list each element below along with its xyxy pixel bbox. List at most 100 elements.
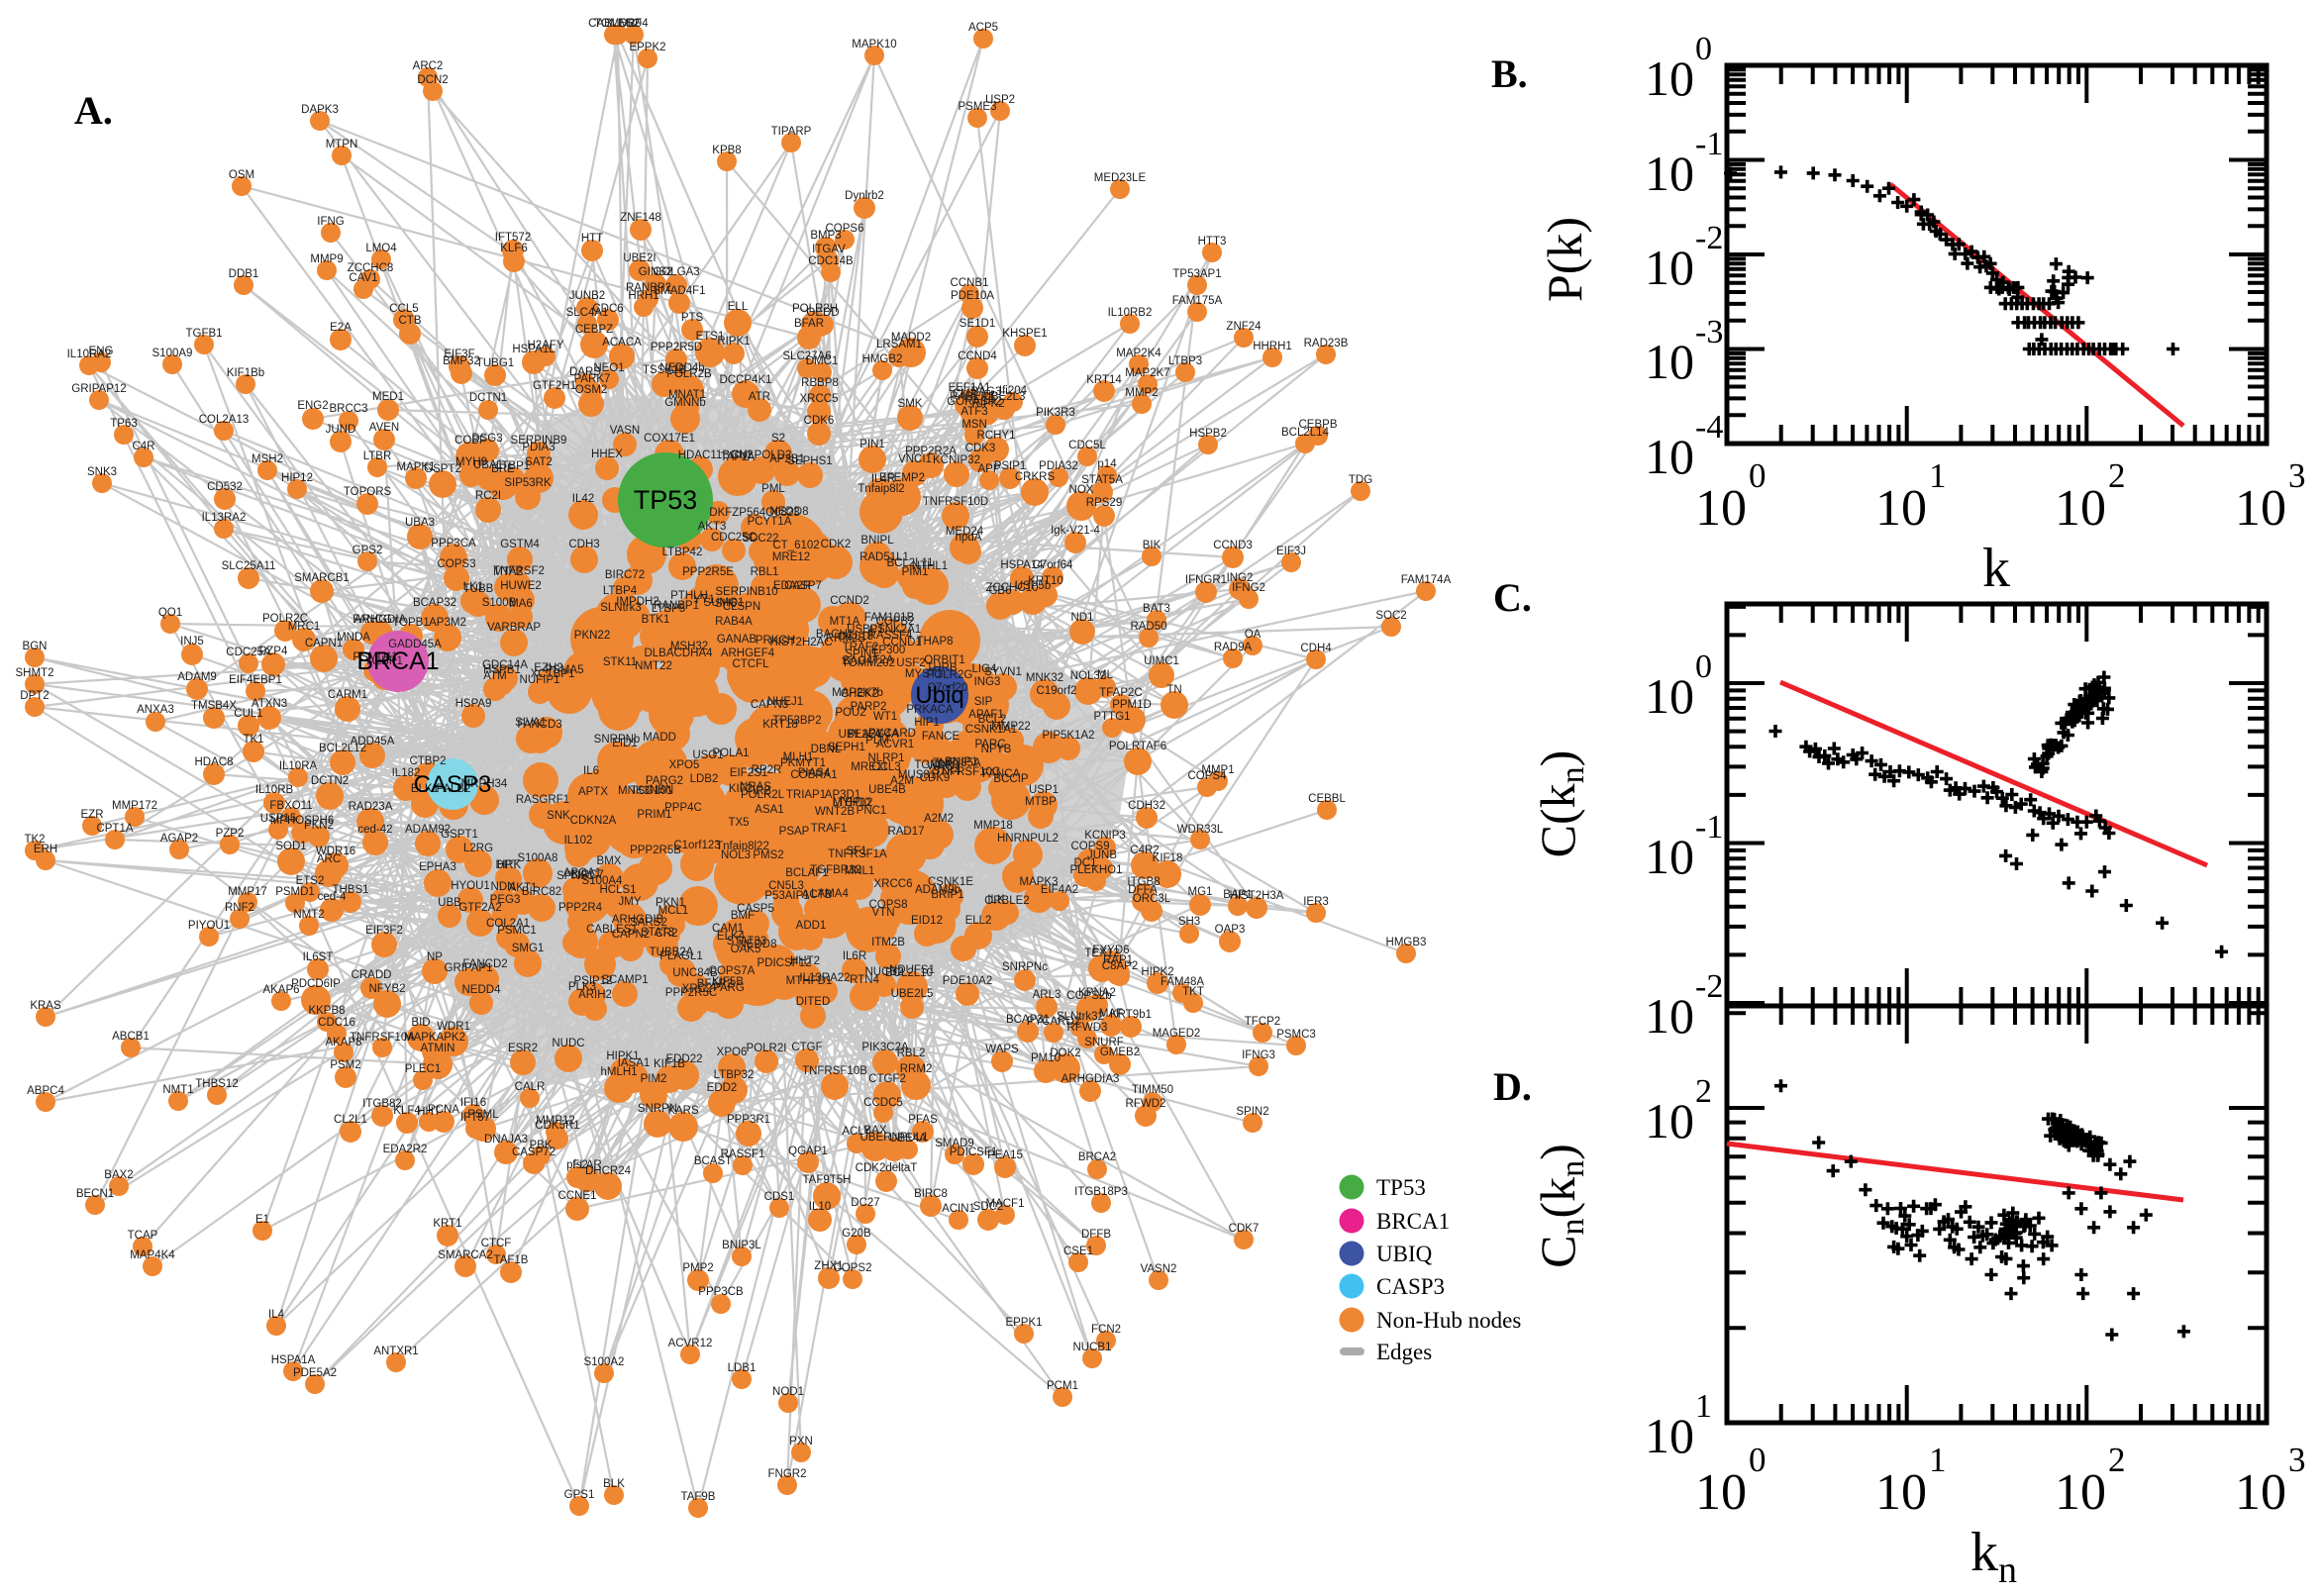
svg-text:BCAST: BCAST bbox=[694, 1155, 732, 1167]
svg-text:XRCC6: XRCC6 bbox=[874, 878, 913, 890]
svg-text:DCN2: DCN2 bbox=[417, 74, 448, 86]
svg-text:LIG4: LIG4 bbox=[972, 663, 998, 675]
svg-text:KRT10: KRT10 bbox=[1028, 575, 1063, 587]
svg-text:E2A: E2A bbox=[330, 322, 352, 334]
svg-text:TKT: TKT bbox=[1182, 986, 1204, 998]
svg-text:QGAP1: QGAP1 bbox=[788, 1146, 828, 1157]
svg-text:TOPB1: TOPB1 bbox=[392, 617, 430, 629]
svg-text:PARK7: PARK7 bbox=[574, 373, 611, 385]
svg-text:RC2I: RC2I bbox=[475, 490, 501, 502]
svg-text:CARM1: CARM1 bbox=[328, 689, 367, 701]
svg-text:BRIP1: BRIP1 bbox=[931, 889, 963, 901]
svg-text:SIP: SIP bbox=[974, 696, 993, 708]
svg-text:NOL32: NOL32 bbox=[1070, 670, 1106, 682]
svg-text:P(k): P(k) bbox=[1537, 217, 1592, 302]
svg-text:SLC27A6: SLC27A6 bbox=[782, 350, 831, 362]
svg-text:PRIM1: PRIM1 bbox=[637, 809, 671, 821]
svg-text:THBS1: THBS1 bbox=[332, 884, 368, 896]
svg-text:MRPH34: MRPH34 bbox=[461, 778, 508, 790]
svg-text:CR2: CR2 bbox=[655, 928, 677, 940]
svg-text:10: 10 bbox=[1645, 429, 1694, 484]
svg-text:ANXA3: ANXA3 bbox=[137, 704, 174, 716]
svg-text:HTT: HTT bbox=[581, 233, 603, 245]
svg-text:CCND2: CCND2 bbox=[830, 595, 869, 607]
svg-text:CDKN2A: CDKN2A bbox=[570, 815, 617, 827]
svg-text:TRAF2: TRAF2 bbox=[843, 642, 878, 653]
svg-text:DCTN1: DCTN1 bbox=[469, 392, 507, 404]
svg-text:MYH10: MYH10 bbox=[833, 797, 870, 809]
svg-text:EPPK1: EPPK1 bbox=[1005, 1317, 1042, 1329]
svg-text:KLF6: KLF6 bbox=[500, 243, 528, 254]
svg-text:MED1: MED1 bbox=[372, 391, 404, 403]
svg-text:LTBP42: LTBP42 bbox=[662, 547, 703, 558]
svg-text:MAP2K7b: MAP2K7b bbox=[832, 687, 883, 699]
svg-text:COPS3: COPS3 bbox=[438, 558, 476, 570]
svg-text:PIP5K1A2: PIP5K1A2 bbox=[1042, 730, 1094, 742]
svg-text:10: 10 bbox=[1695, 1464, 1747, 1521]
svg-text:LTBP5: LTBP5 bbox=[652, 603, 685, 615]
svg-text:CD532: CD532 bbox=[207, 481, 243, 493]
svg-text:HIST2H3A: HIST2H3A bbox=[1230, 890, 1284, 902]
svg-text:S2: S2 bbox=[771, 433, 785, 445]
svg-text:CN5L3: CN5L3 bbox=[768, 880, 804, 892]
svg-text:PEG3: PEG3 bbox=[490, 894, 521, 906]
svg-text:MMP9: MMP9 bbox=[310, 253, 343, 265]
svg-text:AKAP8: AKAP8 bbox=[325, 1037, 361, 1048]
svg-text:ADD45A: ADD45A bbox=[351, 736, 395, 748]
svg-text:ABCB1: ABCB1 bbox=[112, 1031, 150, 1043]
svg-text:DFFA: DFFA bbox=[1128, 884, 1158, 896]
svg-text:PCM1: PCM1 bbox=[1047, 1380, 1078, 1392]
svg-text:ADAM9: ADAM9 bbox=[177, 671, 217, 683]
svg-text:PIYOU1: PIYOU1 bbox=[188, 920, 230, 932]
svg-text:SF1: SF1 bbox=[846, 846, 866, 857]
svg-text:BRCA1: BRCA1 bbox=[1376, 1209, 1450, 1234]
svg-text:CCNE1: CCNE1 bbox=[558, 1190, 597, 1202]
svg-text:PLA2G4A: PLA2G4A bbox=[848, 729, 898, 741]
svg-text:TCAP: TCAP bbox=[128, 1230, 158, 1242]
svg-text:S100A4: S100A4 bbox=[582, 875, 624, 887]
svg-text:HSPB2: HSPB2 bbox=[1189, 428, 1227, 440]
svg-text:1: 1 bbox=[1695, 1388, 1712, 1425]
svg-text:LTBP32: LTBP32 bbox=[714, 1069, 755, 1081]
svg-text:MSH2: MSH2 bbox=[252, 453, 283, 465]
svg-text:BMP32: BMP32 bbox=[443, 355, 480, 367]
svg-text:KRT9b1: KRT9b1 bbox=[1110, 1009, 1152, 1021]
svg-text:BRE: BRE bbox=[491, 463, 515, 475]
svg-text:ELK1: ELK1 bbox=[411, 783, 439, 795]
svg-text:PXN: PXN bbox=[789, 1436, 813, 1447]
svg-text:MG1: MG1 bbox=[1188, 886, 1213, 898]
svg-text:NEDD8: NEDD8 bbox=[739, 939, 777, 950]
svg-text:CAV1: CAV1 bbox=[349, 272, 377, 284]
svg-text:PBK: PBK bbox=[529, 1140, 552, 1151]
svg-text:MTBP: MTBP bbox=[1025, 796, 1057, 808]
svg-text:HDAC8: HDAC8 bbox=[195, 756, 234, 768]
svg-text:ERH: ERH bbox=[34, 844, 57, 855]
svg-text:MA6: MA6 bbox=[509, 598, 533, 610]
svg-text:Tnfaip8l2: Tnfaip8l2 bbox=[858, 483, 904, 495]
svg-text:10: 10 bbox=[2055, 1464, 2106, 1521]
svg-text:CM2: CM2 bbox=[953, 388, 976, 400]
svg-text:ORBLE2: ORBLE2 bbox=[984, 895, 1029, 907]
svg-text:RFWD2: RFWD2 bbox=[1126, 1098, 1166, 1110]
svg-text:3: 3 bbox=[2288, 456, 2306, 495]
svg-text:TAF1A: TAF1A bbox=[721, 451, 756, 463]
svg-text:IL13RA2: IL13RA2 bbox=[202, 512, 247, 524]
svg-text:RIPK1: RIPK1 bbox=[717, 336, 750, 348]
svg-text:SARS2: SARS2 bbox=[630, 917, 667, 929]
svg-text:ZCCHC8: ZCCHC8 bbox=[348, 262, 394, 274]
svg-text:ACP5: ACP5 bbox=[968, 22, 998, 34]
svg-text:HSPA9: HSPA9 bbox=[455, 698, 492, 710]
svg-text:APOA1: APOA1 bbox=[563, 867, 601, 879]
svg-text:MAPK1: MAPK1 bbox=[397, 461, 436, 473]
svg-text:JUNB2: JUNB2 bbox=[569, 290, 605, 302]
svg-text:SLNtrk32: SLNtrk32 bbox=[1057, 1011, 1104, 1023]
svg-text:COBRA1: COBRA1 bbox=[790, 769, 837, 781]
svg-text:MLH1: MLH1 bbox=[783, 751, 814, 763]
svg-text:TAF9T5H: TAF9T5H bbox=[803, 1174, 852, 1186]
svg-text:HIPK2: HIPK2 bbox=[1141, 966, 1173, 978]
svg-text:BMF: BMF bbox=[731, 910, 755, 922]
svg-text:USO1: USO1 bbox=[692, 749, 723, 761]
svg-text:COX17E1: COX17E1 bbox=[644, 433, 695, 445]
svg-text:YY1: YY1 bbox=[693, 594, 715, 606]
svg-text:SDC22: SDC22 bbox=[742, 533, 778, 545]
